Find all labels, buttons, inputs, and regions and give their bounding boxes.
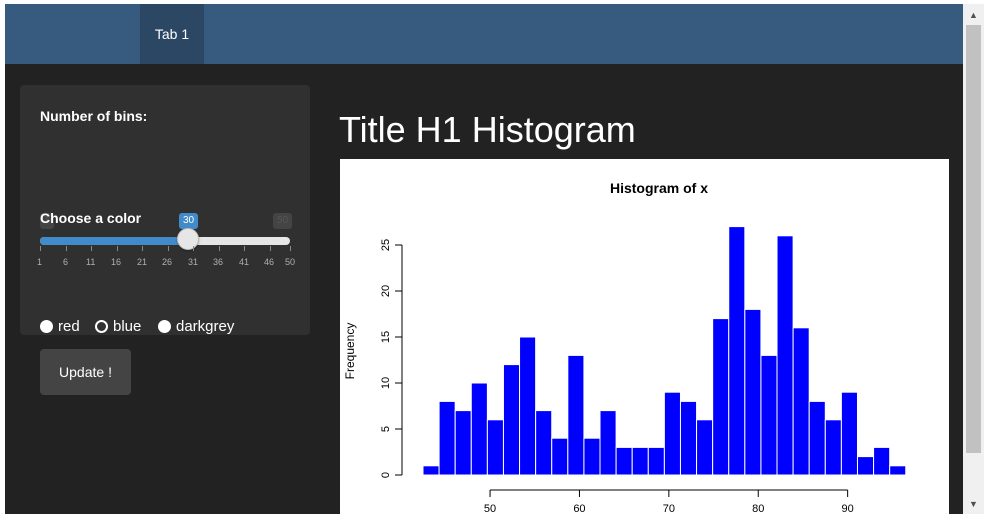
x-tick-label: 50 — [484, 503, 496, 514]
app-window: Tab 1 Number of bins: 1 50 30 1 6 11 16 21 26… — [5, 4, 963, 514]
slider-tick-mark — [91, 246, 92, 251]
x-tick-label: 90 — [842, 503, 854, 514]
chevron-up-icon[interactable]: ▲ — [969, 9, 978, 20]
histogram-bar — [824, 419, 842, 476]
slider-tick-label: 41 — [239, 257, 250, 267]
navbar: Tab 1 — [5, 4, 963, 64]
radio-darkgrey[interactable]: darkgrey — [158, 318, 234, 335]
histogram-bar — [744, 308, 762, 476]
histogram-bar — [631, 446, 649, 476]
x-tick-label: 70 — [663, 503, 675, 514]
x-tick-label: 80 — [752, 503, 764, 514]
slider-min-label: 1 — [40, 213, 54, 229]
vertical-scrollbar[interactable]: ▲ ▼ — [963, 4, 984, 514]
slider-tick-label: 6 — [63, 257, 69, 267]
histogram-bar — [760, 354, 778, 476]
histogram-bar — [551, 437, 569, 476]
histogram-bar — [647, 446, 665, 476]
scroll-thumb[interactable] — [966, 25, 981, 453]
axes-layer: 0 5 10 15 20 25 50 60 70 80 90 — [380, 239, 854, 514]
slider-tick-label: 50 — [285, 257, 296, 267]
tab-1[interactable]: Tab 1 — [140, 4, 204, 64]
slider-tick-label: 11 — [86, 257, 96, 267]
histogram-bar — [422, 465, 440, 476]
slider-tick-mark — [244, 246, 245, 251]
color-label: Choose a color — [40, 210, 142, 226]
chart-title: Histogram of x — [610, 180, 708, 196]
slider-tick-mark — [117, 246, 118, 251]
y-tick-label: 10 — [380, 377, 392, 389]
slider-tick-mark — [290, 246, 291, 251]
radio-red-label: red — [58, 318, 80, 335]
y-tick-label: 15 — [380, 331, 392, 343]
histogram-bar — [535, 410, 553, 476]
update-button[interactable]: Update ! — [40, 349, 131, 395]
bars-layer — [422, 226, 907, 476]
radio-red[interactable]: red — [40, 318, 80, 335]
slider-tick-label: 21 — [137, 257, 148, 267]
slider-tick-mark — [168, 246, 169, 251]
y-tick-label: 20 — [380, 285, 392, 297]
x-tick-label: 60 — [573, 503, 585, 514]
histogram-bar — [840, 391, 858, 476]
histogram-bar — [696, 419, 714, 476]
histogram-bar — [808, 400, 826, 476]
y-tick-label: 25 — [380, 239, 392, 251]
slider-tick-label: 26 — [162, 257, 173, 267]
histogram-bar — [663, 391, 681, 476]
slider-tick-mark — [142, 246, 143, 251]
histogram-bar — [792, 327, 810, 476]
histogram-bar — [583, 437, 601, 476]
slider-fill — [40, 237, 188, 245]
chevron-down-icon[interactable]: ▼ — [969, 498, 978, 509]
y-tick-label: 5 — [380, 426, 392, 432]
radio-blue-circle[interactable] — [95, 320, 108, 333]
slider-tick-label: 1 — [37, 257, 43, 267]
histogram-bar — [470, 382, 488, 476]
slider-tick-label: 16 — [111, 257, 122, 267]
histogram-bar — [776, 235, 794, 476]
slider-tick-mark — [270, 246, 271, 251]
histogram-bar — [599, 410, 617, 476]
slider-tick-mark — [219, 246, 220, 251]
radio-blue-label: blue — [113, 318, 142, 335]
histogram-bar — [873, 446, 891, 476]
histogram-bar — [856, 456, 875, 476]
histogram-bar — [728, 226, 746, 476]
slider-handle[interactable] — [176, 228, 199, 250]
histogram-bar — [454, 410, 472, 476]
slider-max-label: 50 — [273, 213, 293, 229]
page-title: Title H1 Histogram — [339, 109, 636, 150]
histogram-bar — [519, 336, 537, 476]
histogram-bar — [438, 400, 456, 476]
slider-tick-label: 46 — [264, 257, 275, 267]
histogram-bar — [486, 419, 504, 476]
radio-darkgrey-circle[interactable] — [158, 320, 171, 333]
histogram-bar — [615, 446, 633, 476]
y-tick-label: 0 — [380, 472, 392, 478]
histogram-bar — [712, 318, 730, 476]
histogram-bar — [679, 400, 698, 476]
slider-tick-mark — [40, 246, 41, 251]
histogram-bar — [889, 465, 907, 476]
slider-tick-label: 31 — [188, 257, 199, 267]
radio-red-circle[interactable] — [40, 320, 53, 333]
histogram-svg: Histogram of x Frequency 0 5 10 15 20 25 50 60 7… — [343, 180, 907, 514]
y-axis-label: Frequency — [343, 323, 357, 380]
radio-blue[interactable]: blue — [95, 318, 141, 335]
slider-tick-label: 36 — [213, 257, 224, 267]
slider-tick-mark — [193, 246, 194, 251]
radio-darkgrey-label: darkgrey — [176, 318, 235, 335]
histogram-bar — [502, 364, 521, 476]
histogram-plot: Histogram of x Frequency 0 5 10 15 20 25 50 60 7… — [340, 159, 949, 514]
histogram-bar — [567, 354, 585, 476]
sidebar-panel: Number of bins: 1 50 30 1 6 11 16 21 26 31 36 41… — [20, 85, 310, 395]
bins-label: Number of bins: — [40, 108, 148, 124]
slider-value-label: 30 — [178, 213, 199, 229]
slider-tick-mark — [66, 246, 67, 251]
